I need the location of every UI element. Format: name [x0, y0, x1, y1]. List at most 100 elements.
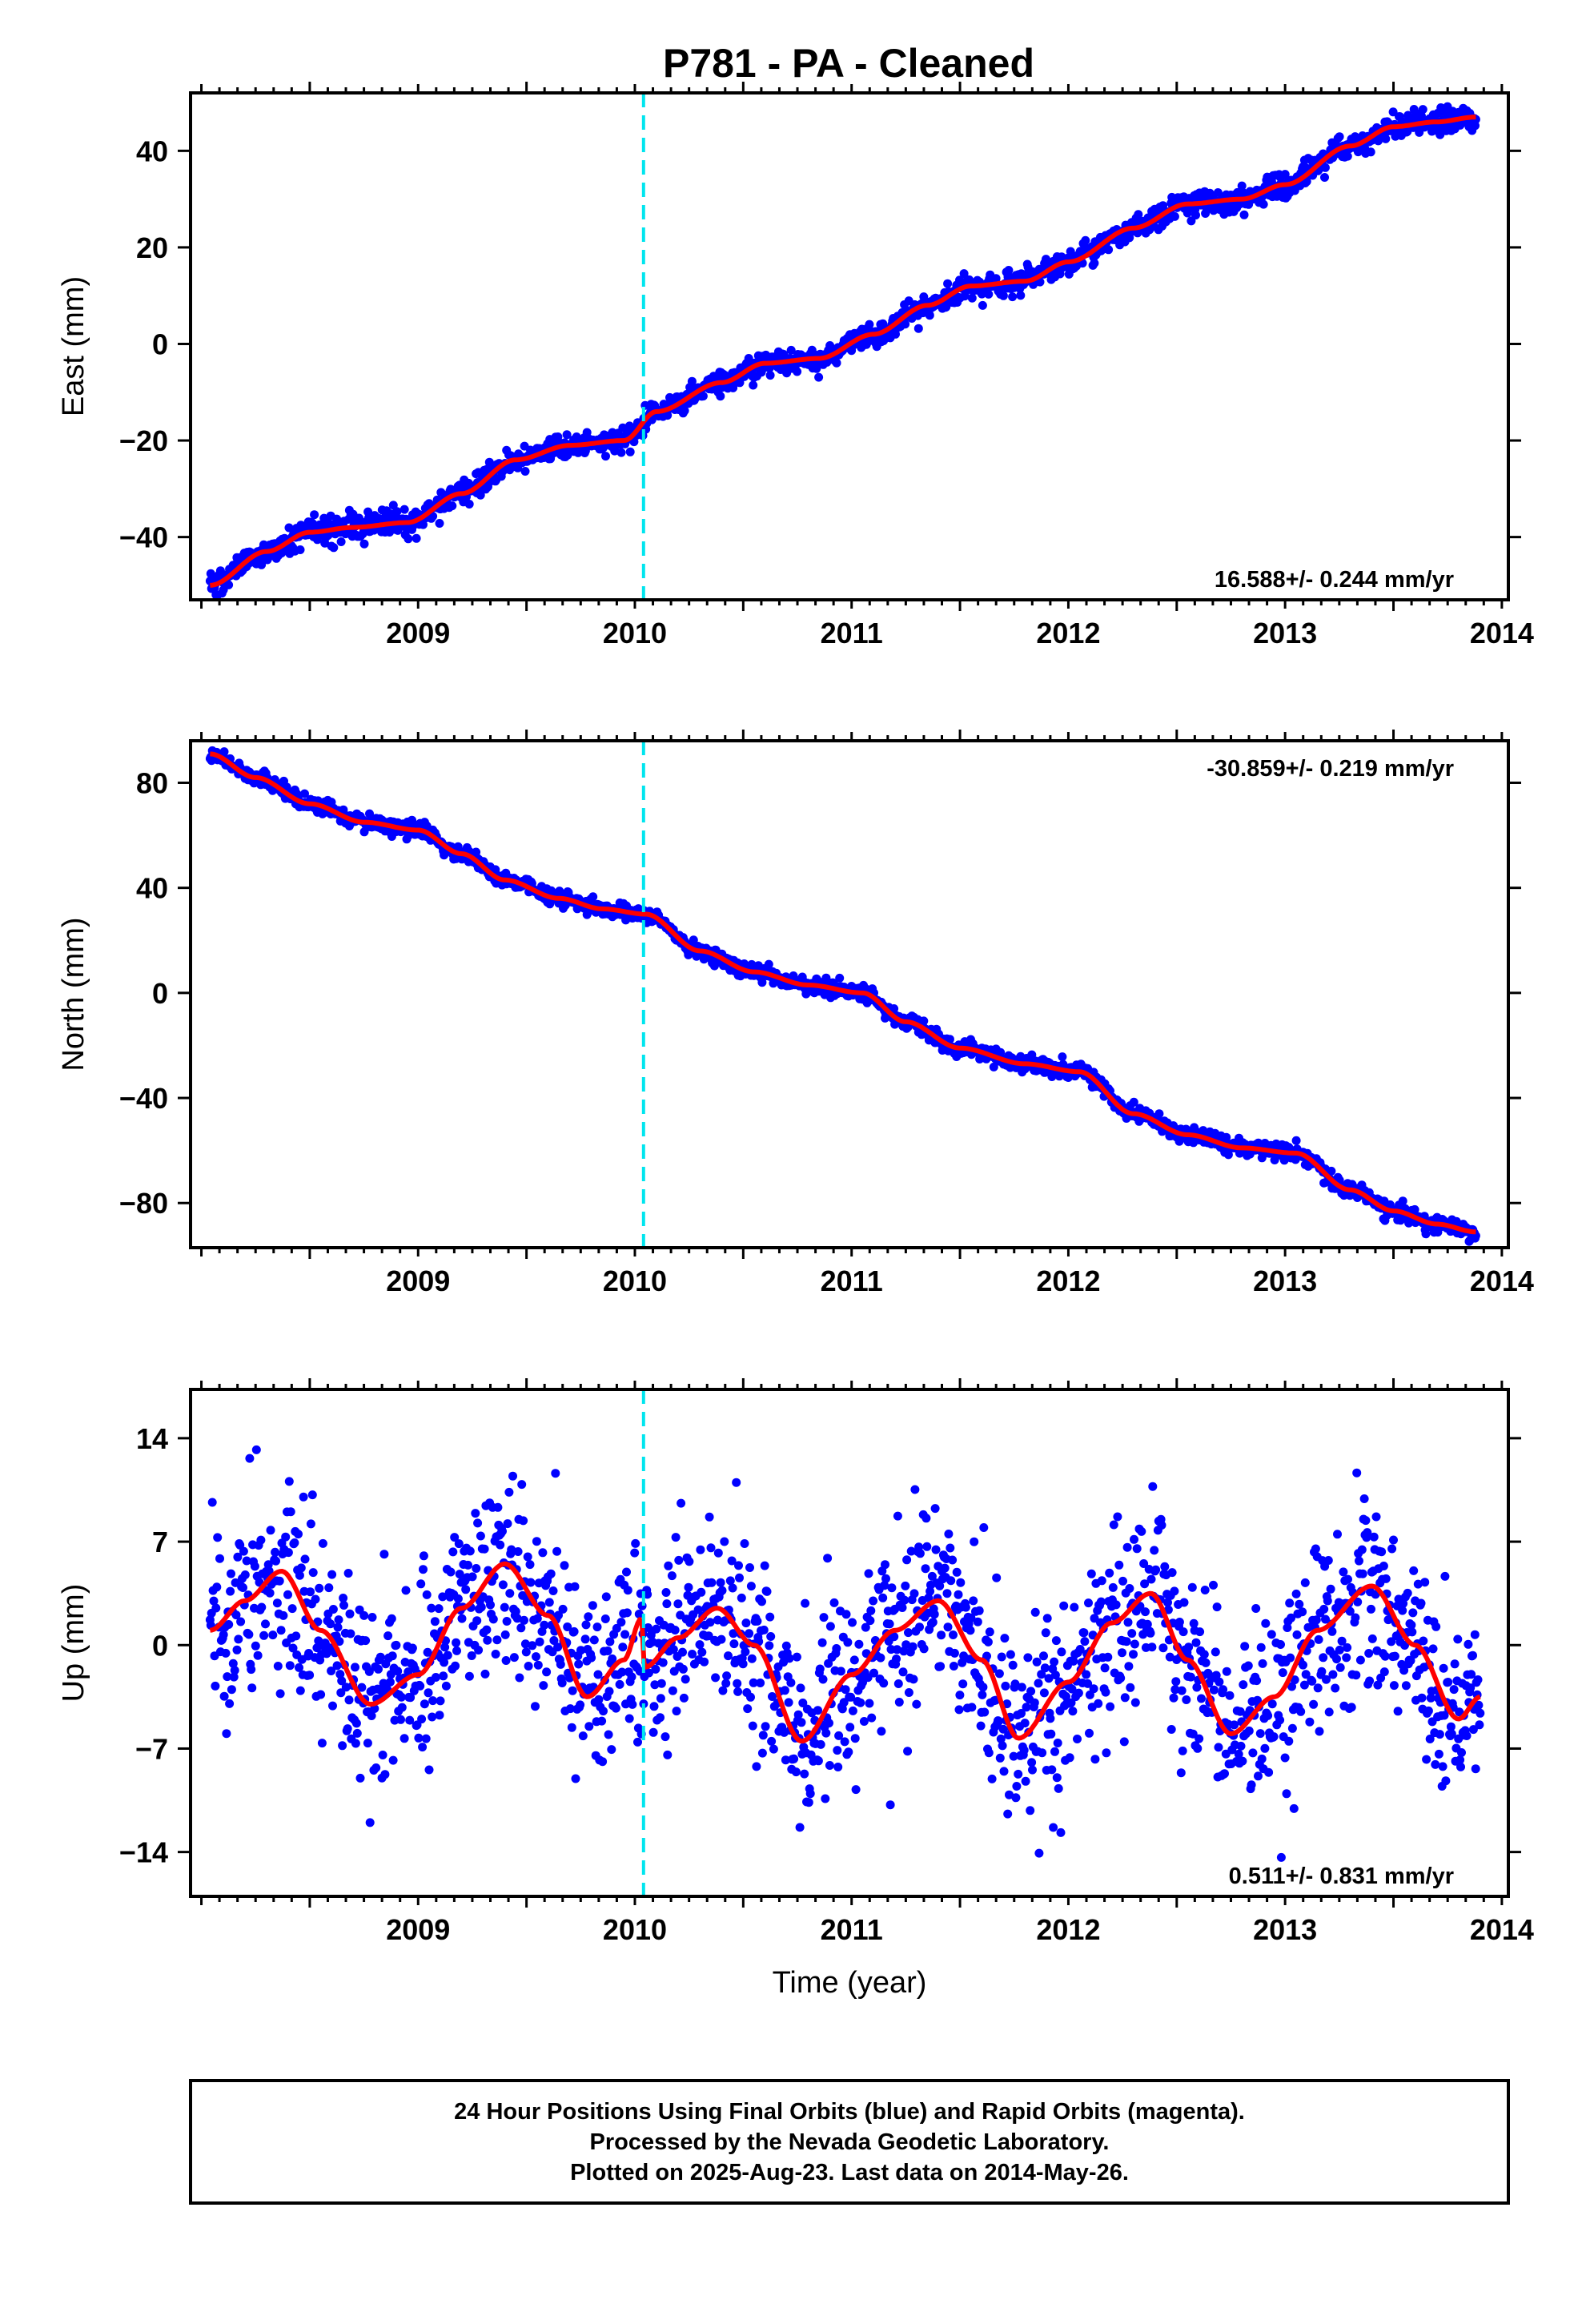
up-data-point [498, 1526, 507, 1536]
up-data-point [247, 1665, 256, 1675]
up-data-point [1034, 1679, 1043, 1688]
up-data-point [725, 1576, 735, 1586]
up-data-point [548, 1586, 558, 1595]
up-data-point [542, 1667, 552, 1677]
north-velocity-label: -30.859+/- 0.219 mm/yr [1207, 756, 1454, 782]
up-data-point [1184, 1642, 1194, 1652]
up-data-point [866, 1606, 876, 1615]
up-data-point [305, 1671, 315, 1680]
east-data-point [698, 392, 708, 401]
east-data-point [749, 380, 758, 390]
up-data-point [259, 1630, 269, 1640]
up-data-point [697, 1587, 706, 1597]
north-data-point [1058, 1052, 1067, 1062]
up-data-point [813, 1756, 823, 1766]
up-data-point [344, 1695, 354, 1705]
up-data-point [509, 1653, 519, 1663]
up-data-point [946, 1576, 956, 1586]
up-data-point [1023, 1653, 1033, 1663]
up-data-point [244, 1630, 254, 1639]
up-data-point [980, 1707, 990, 1717]
up-data-point [476, 1602, 486, 1612]
east-data-point [814, 372, 824, 382]
up-data-point [833, 1746, 842, 1755]
up-data-point [833, 1763, 843, 1771]
up-data-point [1094, 1699, 1103, 1708]
up-data-point [741, 1618, 751, 1628]
up-data-point [268, 1630, 278, 1640]
up-data-point [285, 1661, 295, 1671]
up-data-point [931, 1545, 941, 1554]
up-data-point [365, 1818, 375, 1827]
up-data-point [1003, 1809, 1013, 1819]
up-data-point [207, 1498, 217, 1507]
up-data-point [567, 1723, 576, 1732]
north-x-tick-label: 2012 [1036, 1265, 1100, 1297]
up-data-point [759, 1625, 769, 1634]
up-data-point [935, 1581, 945, 1590]
north-data-point [889, 1004, 899, 1013]
up-data-point [1123, 1618, 1133, 1627]
up-data-point [570, 1582, 580, 1591]
east-data-point [1320, 163, 1330, 172]
up-data-point [1102, 1748, 1111, 1758]
up-data-point [908, 1642, 917, 1651]
up-data-point [634, 1610, 644, 1618]
up-data-point [818, 1675, 828, 1684]
up-data-point [1132, 1544, 1142, 1554]
up-data-point [387, 1651, 397, 1661]
up-plot-area [205, 1389, 1485, 1896]
north-panel: 2009 2010 2011 2012 2013 2014−80−4004080North… [57, 730, 1534, 1297]
up-data-point [327, 1570, 337, 1579]
up-data-point [283, 1590, 292, 1599]
up-data-point [630, 1548, 640, 1558]
up-data-point [816, 1739, 825, 1749]
up-data-point [240, 1570, 250, 1579]
up-data-point [966, 1613, 976, 1622]
up-data-point [983, 1637, 993, 1647]
up-data-point [901, 1581, 910, 1590]
up-data-point [1139, 1559, 1149, 1568]
up-data-point [1176, 1768, 1186, 1778]
up-data-point [336, 1688, 346, 1698]
up-data-point [334, 1615, 343, 1625]
up-data-point [418, 1743, 428, 1752]
east-data-point [329, 543, 339, 553]
up-data-point [337, 1676, 347, 1686]
north-y-tick-label: −40 [119, 1082, 168, 1115]
up-data-point [780, 1686, 789, 1695]
up-data-point [306, 1519, 315, 1529]
up-data-point [881, 1574, 890, 1583]
up-data-point [815, 1664, 825, 1674]
up-data-point [352, 1728, 362, 1738]
east-data-point [919, 292, 929, 302]
up-data-point [927, 1571, 937, 1581]
up-data-point [498, 1580, 508, 1590]
up-data-point [1177, 1686, 1186, 1695]
up-data-point [367, 1711, 376, 1720]
up-data-point [343, 1724, 352, 1734]
up-data-point [1069, 1656, 1078, 1666]
up-data-point [656, 1679, 666, 1688]
east-data-point [793, 367, 802, 376]
east-data-point [601, 452, 610, 461]
up-data-point [421, 1734, 431, 1743]
up-data-point [622, 1567, 631, 1577]
up-data-point [379, 1550, 389, 1559]
up-data-point [1101, 1687, 1110, 1697]
up-data-point [995, 1753, 1005, 1763]
east-data-point [978, 300, 987, 310]
up-data-point [994, 1716, 1003, 1726]
up-data-point [472, 1564, 481, 1573]
up-data-point [339, 1601, 348, 1610]
up-data-point [299, 1492, 308, 1502]
up-data-point [271, 1547, 280, 1557]
east-data-point [1191, 211, 1200, 220]
east-x-tick-label: 2012 [1036, 617, 1100, 649]
up-data-point [565, 1704, 575, 1714]
up-data-point [598, 1757, 608, 1767]
north-data-point [1327, 1166, 1336, 1176]
east-x-tick-label: 2014 [1470, 617, 1534, 649]
up-data-point [894, 1698, 904, 1707]
up-data-point [1182, 1695, 1191, 1704]
